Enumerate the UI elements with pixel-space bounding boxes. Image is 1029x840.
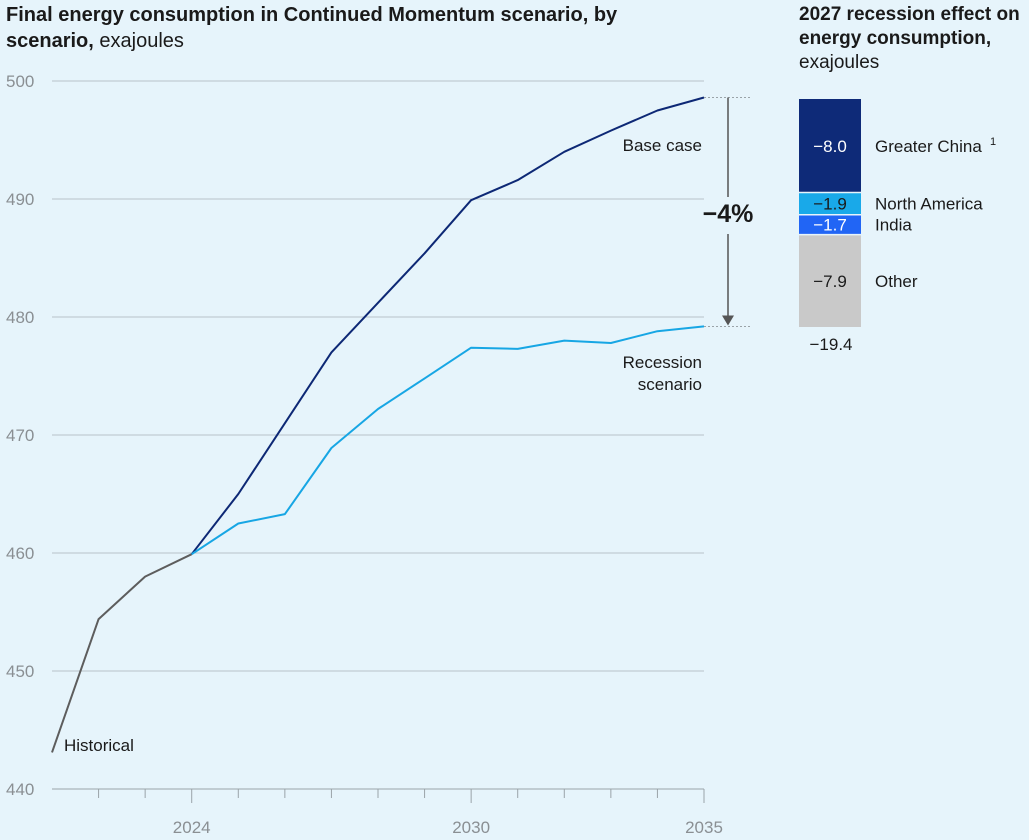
- bar-segment-india: [799, 214, 861, 235]
- bar-category-label-north-america: North America: [875, 195, 983, 214]
- bar-value-label-greater-china: −8.0: [813, 137, 847, 156]
- y-tick-label-440: 440: [6, 780, 34, 799]
- bar-category-label-greater-china: Greater China: [875, 137, 982, 156]
- chart-title-unit: exajoules: [93, 30, 184, 52]
- difference-arrowhead: [722, 315, 734, 326]
- bar-segment-other: [799, 234, 861, 327]
- bar-value-label-india: −1.7: [813, 216, 847, 235]
- historical-label: Historical: [64, 736, 134, 755]
- y-tick-label-460: 460: [6, 544, 34, 563]
- y-tick-label-490: 490: [6, 190, 34, 209]
- difference-label: −4%: [703, 200, 754, 228]
- series-line-recession-scenario: [191, 325, 705, 556]
- y-tick-label-480: 480: [6, 308, 34, 327]
- bar-category-label-other: Other: [875, 272, 918, 291]
- base-case-label: Base case: [623, 136, 702, 155]
- bar-value-label-north-america: −1.9: [813, 195, 847, 214]
- footnote-marker: 1: [990, 136, 996, 148]
- stack-chart-title: 2027 recession effect on energy consumpt…: [799, 3, 1029, 75]
- recession-label-line2: scenario: [638, 375, 702, 394]
- bar-segment-greater-china: [799, 99, 861, 193]
- x-tick-label-2035: 2035: [685, 818, 723, 837]
- series-line-historical: [51, 553, 193, 753]
- x-tick-label-2030: 2030: [452, 818, 490, 837]
- y-tick-label-500: 500: [6, 72, 34, 91]
- series-line-base-case: [190, 96, 705, 555]
- bar-total-label: −19.4: [809, 335, 852, 354]
- chart-title: Final energy consumption in Continued Mo…: [6, 2, 706, 54]
- chart-title-text: Final energy consumption in Continued Mo…: [6, 4, 618, 52]
- y-tick-label-450: 450: [6, 662, 34, 681]
- stack-chart-title-text: 2027 recession effect on energy consumpt…: [799, 4, 1020, 49]
- bar-segment-north-america: [799, 192, 861, 215]
- bar-category-label-india: India: [875, 216, 912, 235]
- x-tick-label-2024: 2024: [173, 818, 211, 837]
- stack-chart-title-unit: exajoules: [799, 52, 880, 73]
- line-chart: 440 450 460 470 480 490 500 2024 2030 2035 −4% Base…: [6, 72, 754, 837]
- y-tick-label-470: 470: [6, 426, 34, 445]
- bar-value-label-other: −7.9: [813, 272, 847, 291]
- recession-label-line1: Recession: [623, 353, 702, 372]
